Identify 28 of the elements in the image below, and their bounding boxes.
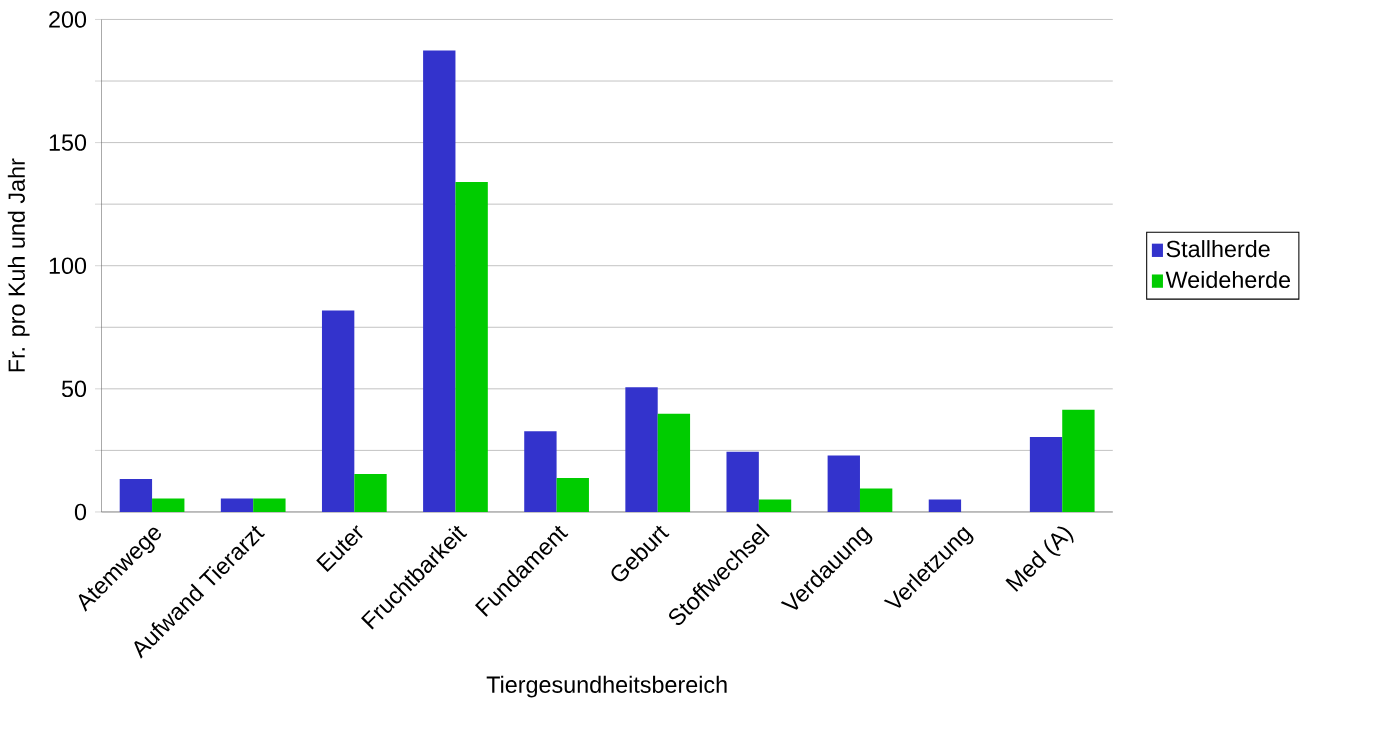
y-axis-title: Fr. pro Kuh und Jahr bbox=[7, 158, 30, 372]
bar bbox=[152, 498, 185, 513]
bar bbox=[524, 431, 557, 513]
y-tick-label: 0 bbox=[74, 503, 87, 521]
bar bbox=[827, 455, 860, 513]
bar bbox=[1029, 437, 1063, 513]
bar bbox=[119, 479, 153, 513]
y-tick-label: 100 bbox=[49, 257, 87, 275]
bar bbox=[354, 474, 387, 513]
bar bbox=[726, 451, 759, 513]
bar bbox=[625, 387, 658, 513]
x-axis-title: Tiergesundheitsbereich bbox=[486, 675, 727, 698]
bar bbox=[556, 478, 589, 513]
bar bbox=[423, 50, 456, 513]
legend-label: Stallherde bbox=[1166, 240, 1270, 258]
bar bbox=[928, 499, 962, 513]
bar bbox=[321, 310, 355, 513]
bar bbox=[657, 413, 691, 513]
bar bbox=[1062, 409, 1095, 513]
bar bbox=[455, 182, 488, 513]
bar bbox=[220, 498, 254, 513]
y-tick-label: 150 bbox=[49, 134, 87, 151]
bar bbox=[253, 498, 286, 513]
bar bbox=[859, 488, 893, 513]
y-tick-label: 50 bbox=[61, 380, 87, 398]
legend-label: Weideherde bbox=[1165, 271, 1291, 289]
bar bbox=[758, 499, 792, 513]
y-tick-label: 200 bbox=[49, 11, 87, 28]
